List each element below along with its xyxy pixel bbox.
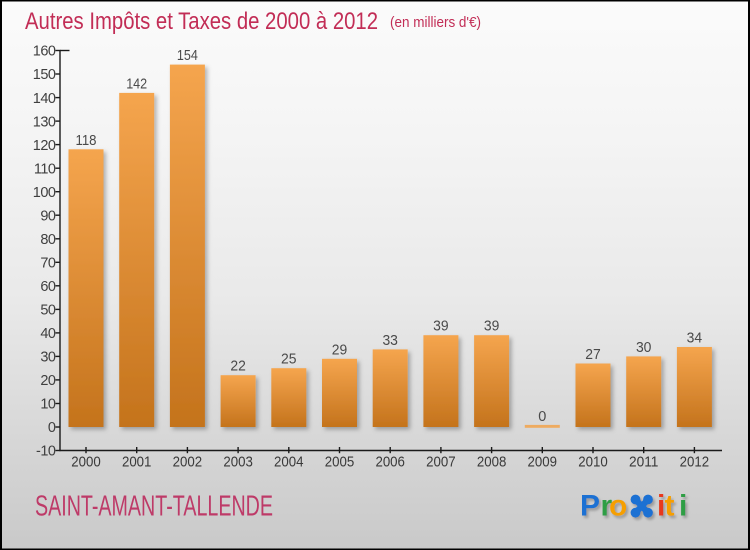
svg-text:2006: 2006 <box>375 454 405 471</box>
svg-text:Autres Impôts et Taxes de 2000: Autres Impôts et Taxes de 2000 à 2012 <box>25 8 378 35</box>
svg-text:20: 20 <box>40 373 56 389</box>
svg-text:70: 70 <box>40 256 56 272</box>
svg-text:r: r <box>601 490 613 523</box>
svg-text:154: 154 <box>177 48 198 64</box>
svg-text:2010: 2010 <box>578 454 608 471</box>
svg-text:i: i <box>679 490 687 523</box>
svg-text:t: t <box>665 490 675 523</box>
svg-text:160: 160 <box>33 44 56 60</box>
svg-text:2008: 2008 <box>477 454 507 471</box>
svg-text:30: 30 <box>40 350 56 366</box>
svg-text:33: 33 <box>382 333 398 349</box>
svg-text:40: 40 <box>40 326 56 342</box>
svg-text:120: 120 <box>33 138 56 154</box>
svg-text:-10: -10 <box>36 444 56 460</box>
svg-text:118: 118 <box>76 133 97 149</box>
svg-text:2003: 2003 <box>223 454 253 471</box>
svg-text:2004: 2004 <box>274 454 304 471</box>
svg-text:60: 60 <box>40 279 56 295</box>
svg-text:80: 80 <box>40 232 56 248</box>
svg-text:39: 39 <box>484 319 500 335</box>
svg-text:2007: 2007 <box>426 454 456 471</box>
svg-text:27: 27 <box>585 347 601 363</box>
svg-text:110: 110 <box>34 161 56 177</box>
svg-text:25: 25 <box>281 352 297 368</box>
svg-text:2011: 2011 <box>629 454 659 471</box>
svg-text:39: 39 <box>433 319 449 335</box>
svg-text:2001: 2001 <box>122 454 152 471</box>
svg-text:50: 50 <box>40 303 56 319</box>
svg-text:o: o <box>609 490 627 523</box>
svg-text:150: 150 <box>33 67 56 83</box>
svg-text:34: 34 <box>687 331 703 347</box>
svg-text:90: 90 <box>40 208 56 224</box>
svg-text:2009: 2009 <box>528 454 558 471</box>
svg-text:2005: 2005 <box>325 454 355 471</box>
svg-text:0: 0 <box>48 420 56 436</box>
svg-text:29: 29 <box>332 342 348 358</box>
svg-text:140: 140 <box>33 91 56 107</box>
svg-text:142: 142 <box>126 76 147 92</box>
svg-text:SAINT-AMANT-TALLENDE: SAINT-AMANT-TALLENDE <box>35 491 273 523</box>
svg-text:100: 100 <box>33 185 56 201</box>
svg-text:2012: 2012 <box>680 454 710 471</box>
svg-text:30: 30 <box>636 340 652 356</box>
svg-text:22: 22 <box>230 359 246 375</box>
svg-text:P: P <box>580 490 600 523</box>
svg-text:130: 130 <box>33 114 56 130</box>
svg-text:10: 10 <box>40 397 56 413</box>
svg-text:i: i <box>657 490 665 523</box>
svg-text:0: 0 <box>538 409 546 425</box>
svg-text:2000: 2000 <box>71 454 101 471</box>
svg-text:2002: 2002 <box>173 454 203 471</box>
svg-text:(en milliers d'€): (en milliers d'€) <box>390 15 481 31</box>
